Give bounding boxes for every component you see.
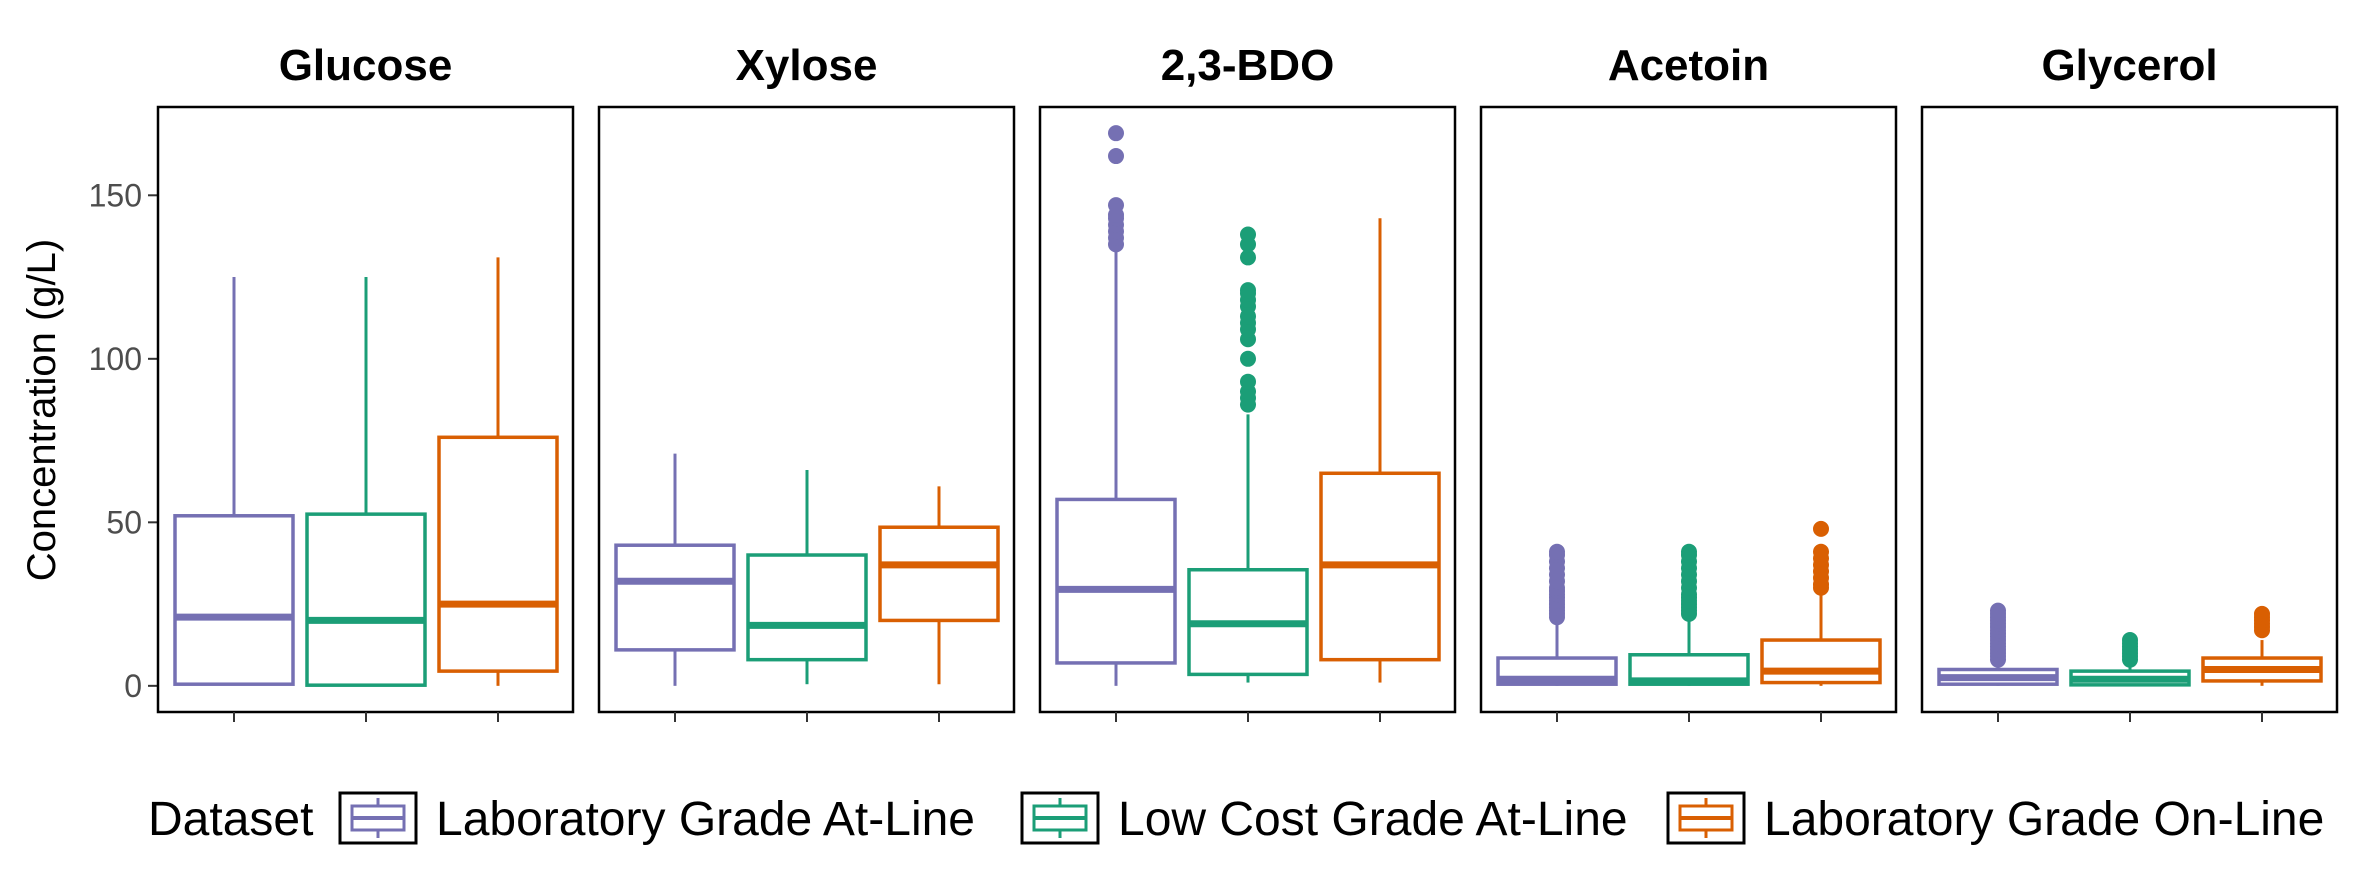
panel-border [1920, 105, 2339, 714]
outlier-point [1240, 249, 1256, 266]
outlier-point [1240, 350, 1256, 367]
box-3 [1319, 218, 1441, 683]
box-1 [1496, 543, 1618, 686]
outlier-point [2122, 632, 2138, 649]
y-tick-label: 100 [89, 341, 142, 377]
legend: Dataset Laboratory Grade At-Line Low Cost … [148, 791, 2324, 846]
facet-title: Glucose [279, 41, 453, 90]
facet-title: Glycerol [2041, 41, 2217, 90]
facet-title: Xylose [736, 41, 878, 90]
outlier-point [1681, 543, 1697, 560]
facet-panel: Glycerol [1920, 41, 2339, 722]
box-1 [1937, 602, 2059, 686]
box-body [1760, 638, 1882, 685]
outlier-point [1549, 543, 1565, 560]
outlier-point [1108, 148, 1124, 165]
outlier-point [1108, 197, 1124, 214]
y-axis-title: Concentration (g/L) [20, 239, 64, 581]
legend-key: Low Cost Grade At-Line [1020, 791, 1628, 846]
box-3 [2201, 605, 2323, 686]
legend-title: Dataset [148, 793, 313, 846]
box-body [173, 514, 295, 686]
box-3 [437, 257, 559, 686]
legend-key: Laboratory Grade On-Line [1666, 791, 2324, 846]
facet-panel: 2,3-BDO [1038, 41, 1457, 722]
outlier-point [1990, 602, 2006, 619]
box-1 [173, 277, 295, 686]
y-tick-label: 0 [124, 668, 142, 704]
outlier-point [1108, 125, 1124, 142]
outlier-point [1813, 520, 1829, 537]
facet-title: 2,3-BDO [1161, 41, 1335, 90]
outlier-point [1813, 543, 1829, 560]
facet-panel: Xylose [597, 41, 1016, 722]
facet-panel: Acetoin [1479, 41, 1898, 722]
legend-entry-label: Low Cost Grade At-Line [1118, 793, 1628, 846]
box-body [1055, 497, 1177, 665]
facets: 0 50 100 150 Glucose Xylose 2,3-BDO Acetoin Glyc… [89, 41, 2339, 722]
box-body [746, 553, 868, 662]
box-3 [1760, 520, 1882, 686]
box-2 [746, 470, 868, 685]
outlier-point [1240, 226, 1256, 243]
box-2 [1187, 226, 1309, 683]
box-2 [2069, 632, 2191, 687]
facet-panel: Glucose [156, 41, 575, 722]
y-tick-label: 150 [89, 177, 142, 213]
outlier-point [1240, 282, 1256, 299]
box-1 [614, 453, 736, 686]
box-1 [1055, 125, 1177, 686]
box-body [614, 543, 736, 652]
legend-entry-label: Laboratory Grade At-Line [436, 793, 975, 846]
box-body [437, 435, 559, 673]
y-tick-label: 50 [106, 504, 142, 540]
legend-key: Laboratory Grade At-Line [338, 791, 975, 846]
facet-title: Acetoin [1608, 41, 1769, 90]
box-2 [1628, 543, 1750, 686]
box-body [305, 512, 427, 687]
box-3 [878, 486, 1000, 685]
outlier-point [2254, 605, 2270, 622]
outlier-point [1240, 373, 1256, 390]
box-2 [305, 277, 427, 687]
legend-entry-label: Laboratory Grade On-Line [1764, 793, 2324, 846]
box-body [878, 525, 1000, 623]
